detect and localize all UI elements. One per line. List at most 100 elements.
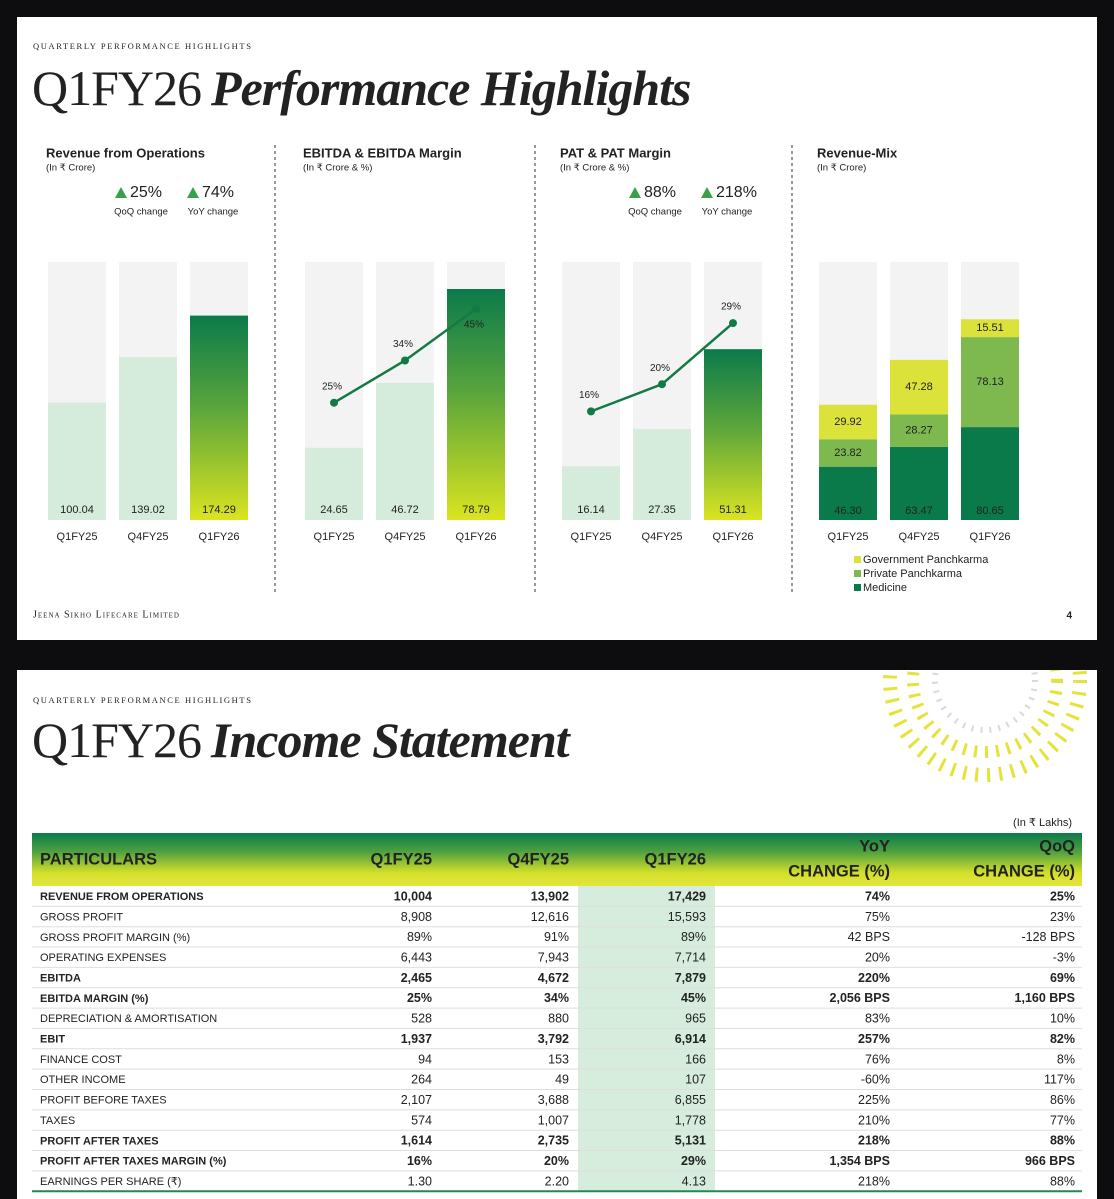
legend-label: Government Panchkarma [863, 554, 989, 566]
cell: 17,429 [668, 889, 706, 903]
cell: 2,735 [538, 1134, 569, 1148]
up-arrow [115, 187, 127, 198]
x-tick-label: Q4FY25 [899, 531, 940, 543]
chart-unit: (In ₹ Crore & %) [303, 163, 372, 174]
cell: 13,902 [531, 889, 569, 903]
cell: 528 [411, 1012, 432, 1026]
cell: 20% [865, 951, 890, 965]
x-tick-label: Q4FY25 [385, 531, 426, 543]
cell: 49 [555, 1073, 569, 1087]
cell: 83% [865, 1012, 890, 1026]
cell: 220% [858, 971, 890, 985]
segment-value: 46.30 [834, 505, 862, 517]
bar-value: 100.04 [60, 504, 94, 516]
cell: 10% [1050, 1012, 1075, 1026]
cell: 264 [411, 1073, 432, 1087]
up-arrow [187, 187, 199, 198]
margin-point [401, 356, 409, 365]
section-label: QUARTERLY PERFORMANCE HIGHLIGHTS [33, 695, 253, 705]
cell: 94 [418, 1052, 432, 1066]
deco-ring [907, 670, 1063, 758]
cell: 6,855 [675, 1093, 706, 1107]
x-tick-label: Q1FY25 [571, 531, 612, 543]
cell: 10,004 [394, 889, 432, 903]
x-tick-label: Q1FY25 [314, 531, 355, 543]
cell: 25% [1050, 889, 1075, 903]
bar-segment [961, 319, 1019, 338]
cell: 7,943 [538, 951, 569, 965]
chart-unit: (In ₹ Crore) [46, 163, 95, 174]
bar [190, 315, 248, 520]
segment-value: 80.65 [976, 505, 1004, 517]
cell: 82% [1050, 1032, 1075, 1046]
row-label: REVENUE FROM OPERATIONS [40, 891, 204, 903]
segment-value: 15.51 [976, 322, 1004, 334]
change-label: QoQ change [114, 207, 168, 218]
column-header: Q1FY26 [645, 850, 706, 868]
slide-title: Q1FY26 Income Statement [32, 712, 572, 768]
cell: 29% [681, 1154, 706, 1168]
cell: 25% [407, 991, 432, 1005]
cell: 8,908 [401, 910, 432, 924]
up-arrow [629, 187, 641, 198]
cell: -60% [861, 1073, 890, 1087]
cell: 15,593 [668, 910, 706, 924]
cell: 210% [858, 1113, 890, 1127]
cell: 16% [407, 1154, 432, 1168]
footer: Jeena Sikho Lifecare Limited [33, 609, 180, 620]
cell: 88% [1050, 1174, 1075, 1188]
legend-label: Medicine [863, 582, 907, 594]
cell: 77% [1050, 1113, 1075, 1127]
column-header: CHANGE (%) [788, 862, 890, 880]
bar-segment [961, 427, 1019, 520]
margin-label: 45% [464, 320, 484, 331]
cell: 34% [544, 991, 569, 1005]
row-label: OTHER INCOME [40, 1074, 126, 1086]
cell: 574 [411, 1113, 432, 1127]
bar [376, 383, 434, 520]
bar-value: 27.35 [648, 504, 676, 516]
deco-ring [932, 670, 1038, 733]
cell: 89% [407, 930, 432, 944]
row-label: PROFIT AFTER TAXES [40, 1135, 159, 1147]
cell: 218% [858, 1134, 890, 1148]
bar [48, 402, 106, 520]
x-tick-label: Q1FY25 [57, 531, 98, 543]
cell: 69% [1050, 971, 1075, 985]
cell: 225% [858, 1093, 890, 1107]
row-label: GROSS PROFIT MARGIN (%) [40, 932, 190, 944]
bar-segment [819, 404, 877, 440]
cell: 91% [544, 930, 569, 944]
cell: 1,354 BPS [830, 1154, 890, 1168]
row-label: PROFIT BEFORE TAXES [40, 1095, 167, 1107]
cell: 5,131 [675, 1134, 706, 1148]
margin-point [330, 398, 338, 407]
title-italic: Income Statement [210, 712, 572, 768]
cell: 12,616 [531, 910, 569, 924]
row-label: OPERATING EXPENSES [40, 952, 166, 964]
legend-swatch [854, 570, 861, 577]
column-header: PARTICULARS [40, 850, 157, 868]
cell: 1,778 [675, 1113, 706, 1127]
margin-point [658, 380, 666, 389]
x-tick-label: Q1FY26 [713, 531, 754, 543]
cell: 966 BPS [1025, 1154, 1075, 1168]
x-tick-label: Q4FY25 [128, 531, 169, 543]
column-header: QoQ [1039, 837, 1075, 855]
chart-unit: (In ₹ Crore & %) [560, 163, 629, 174]
bar-segment [890, 414, 948, 447]
cell: 74% [865, 889, 890, 903]
cell: 89% [681, 930, 706, 944]
cell: 2.20 [545, 1174, 569, 1188]
chart-title: PAT & PAT Margin [560, 145, 671, 160]
cell: 7,714 [675, 951, 706, 965]
cell: 107 [685, 1073, 706, 1087]
cell: 6,914 [675, 1032, 706, 1046]
up-arrow [701, 187, 713, 198]
chart-title: Revenue from Operations [46, 145, 205, 160]
row-label: EBITDA MARGIN (%) [40, 993, 149, 1005]
cell: 153 [548, 1052, 569, 1066]
cell: 3,792 [538, 1032, 569, 1046]
bar-segment [819, 466, 877, 520]
